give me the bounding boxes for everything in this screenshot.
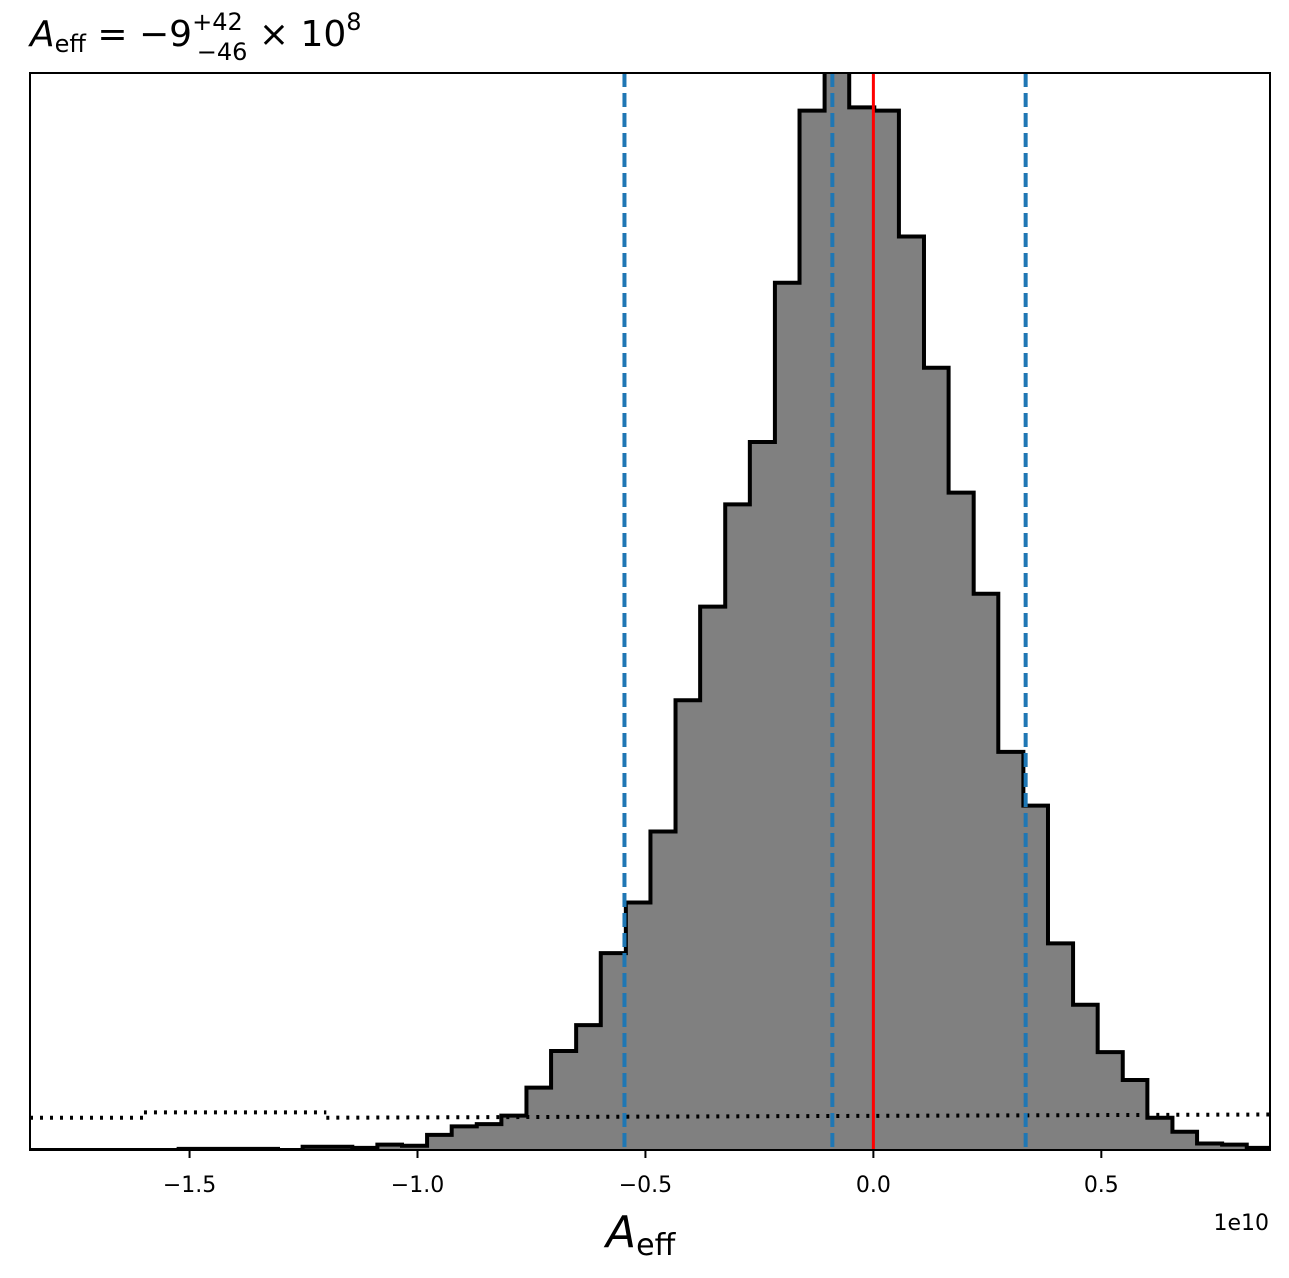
x-offset-label: 1e10 (1213, 1211, 1269, 1236)
histogram-bar (1147, 1117, 1173, 1150)
histogram-bar (600, 953, 627, 1150)
prior-line (30, 1110, 1270, 1120)
histogram-bar (576, 1025, 602, 1150)
histogram-bar (1047, 943, 1074, 1150)
histogram-bar (1073, 1004, 1099, 1150)
x-axis-ticks: −1.5 −1.0 −0.5 0.0 0.5 (163, 1150, 1119, 1198)
histogram-bar (973, 593, 999, 1150)
x-tick-label: −0.5 (619, 1173, 672, 1198)
x-tick-label: −1.0 (391, 1173, 444, 1198)
histogram-bar (700, 606, 726, 1150)
histogram-bar (476, 1124, 502, 1150)
x-tick-label: 0.0 (856, 1173, 891, 1198)
histogram-bar (427, 1134, 453, 1150)
axes-frame (29, 72, 1271, 1151)
chart-title: Aeff = −9+42 −46 × 108 (28, 8, 362, 66)
histogram-bar (749, 441, 776, 1150)
histogram-outline (30, 73, 1270, 1150)
histogram-bar (998, 751, 1024, 1150)
histogram-bar (650, 831, 677, 1150)
histogram-bar (501, 1115, 527, 1150)
histogram-bar (874, 110, 900, 1150)
histogram-bar (824, 73, 850, 1150)
histogram-bar (551, 1051, 577, 1150)
histogram-bar (923, 367, 950, 1150)
histogram-bar (402, 1145, 428, 1150)
histogram-bar (849, 107, 875, 1150)
histogram-bar (1097, 1052, 1124, 1150)
x-tick-label: −1.5 (163, 1173, 216, 1198)
histogram-bar (1172, 1131, 1198, 1150)
plot-area (30, 73, 1270, 1150)
histogram-bar (774, 282, 801, 1150)
histogram-bar (799, 110, 826, 1150)
histogram-bar (377, 1144, 403, 1150)
histogram-bar (948, 492, 975, 1150)
x-axis-label: Aeff (603, 1207, 677, 1263)
x-tick-label: 0.5 (1084, 1173, 1119, 1198)
histogram-bar (675, 700, 701, 1150)
histogram-bar (725, 504, 751, 1150)
histogram-bar (1197, 1143, 1223, 1150)
histogram-bar (451, 1126, 478, 1150)
histogram-bar (898, 236, 925, 1150)
histogram-bar (1222, 1144, 1248, 1150)
histogram-bar (625, 902, 651, 1150)
